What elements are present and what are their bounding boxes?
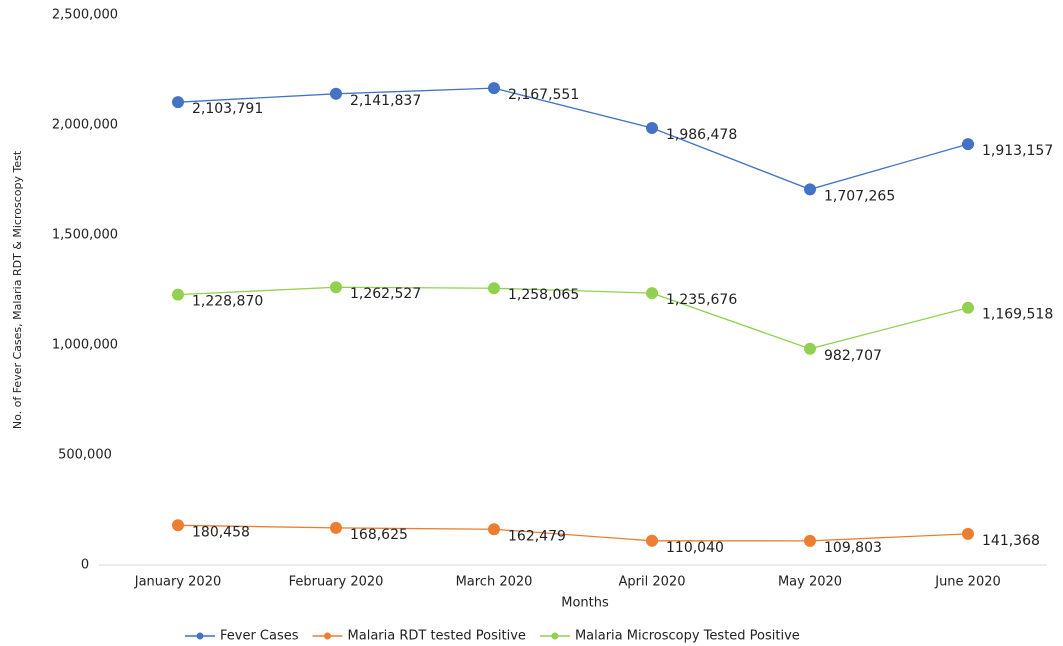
legend-marker	[551, 632, 559, 640]
legend-marker	[324, 632, 332, 640]
data-label: 1,235,676	[666, 292, 737, 308]
data-label: 2,103,791	[192, 101, 263, 117]
data-label: 1,258,065	[508, 287, 579, 303]
data-label: 1,262,527	[350, 286, 421, 302]
series-line	[177, 524, 969, 542]
data-label: 982,707	[824, 348, 882, 364]
data-point	[488, 282, 500, 295]
data-label: 2,167,551	[508, 87, 579, 103]
y-tick-label: 1,500,000	[52, 228, 118, 243]
legend-label: Fever Cases	[220, 629, 299, 644]
x-tick-label: May 2020	[778, 575, 842, 590]
data-point	[172, 96, 184, 109]
data-label: 141,368	[982, 533, 1040, 549]
data-point	[646, 287, 658, 300]
series-line	[177, 87, 969, 191]
data-point	[330, 521, 342, 534]
data-point	[804, 342, 816, 355]
x-tick-label: April 2020	[619, 575, 686, 590]
y-tick-label: 1,000,000	[52, 338, 118, 353]
data-label: 109,803	[824, 540, 882, 556]
x-tick-label: February 2020	[289, 575, 384, 590]
x-tick-label: June 2020	[934, 575, 1001, 590]
legend-label: Malaria RDT tested Positive	[348, 629, 526, 644]
data-point	[804, 534, 816, 547]
data-point	[330, 87, 342, 100]
x-axis-title: Months	[561, 596, 609, 611]
y-tick-label: 500,000	[58, 448, 112, 463]
data-label: 1,986,478	[666, 127, 737, 143]
y-tick-label: 2,500,000	[52, 8, 118, 23]
data-point	[172, 288, 184, 301]
data-point	[962, 138, 974, 151]
data-label: 168,625	[350, 527, 408, 543]
data-label: 162,479	[508, 528, 566, 544]
data-label: 180,458	[192, 524, 250, 540]
data-label: 1,228,870	[192, 294, 263, 310]
data-label: 2,141,837	[350, 93, 421, 109]
data-point	[646, 534, 658, 547]
x-tick-label: January 2020	[134, 575, 222, 590]
data-point	[172, 519, 184, 532]
data-point	[488, 523, 500, 536]
data-label: 1,707,265	[824, 188, 895, 204]
data-label: 110,040	[666, 540, 724, 556]
data-label: 1,169,518	[982, 307, 1053, 323]
data-point	[804, 183, 816, 196]
series-line	[177, 286, 969, 350]
x-tick-label: March 2020	[456, 575, 533, 590]
data-point	[488, 82, 500, 95]
y-tick-label: 2,000,000	[52, 118, 118, 133]
y-axis-title: No. of Fever Cases, Malaria RDT & Micros…	[11, 150, 24, 429]
data-point	[330, 281, 342, 294]
legend-label: Malaria Microscopy Tested Positive	[575, 629, 800, 644]
data-label: 1,913,157	[982, 143, 1053, 159]
y-tick-label: 0	[81, 558, 89, 573]
data-point	[962, 301, 974, 314]
data-point	[646, 121, 658, 134]
legend-marker	[196, 632, 204, 640]
data-point	[962, 527, 974, 540]
